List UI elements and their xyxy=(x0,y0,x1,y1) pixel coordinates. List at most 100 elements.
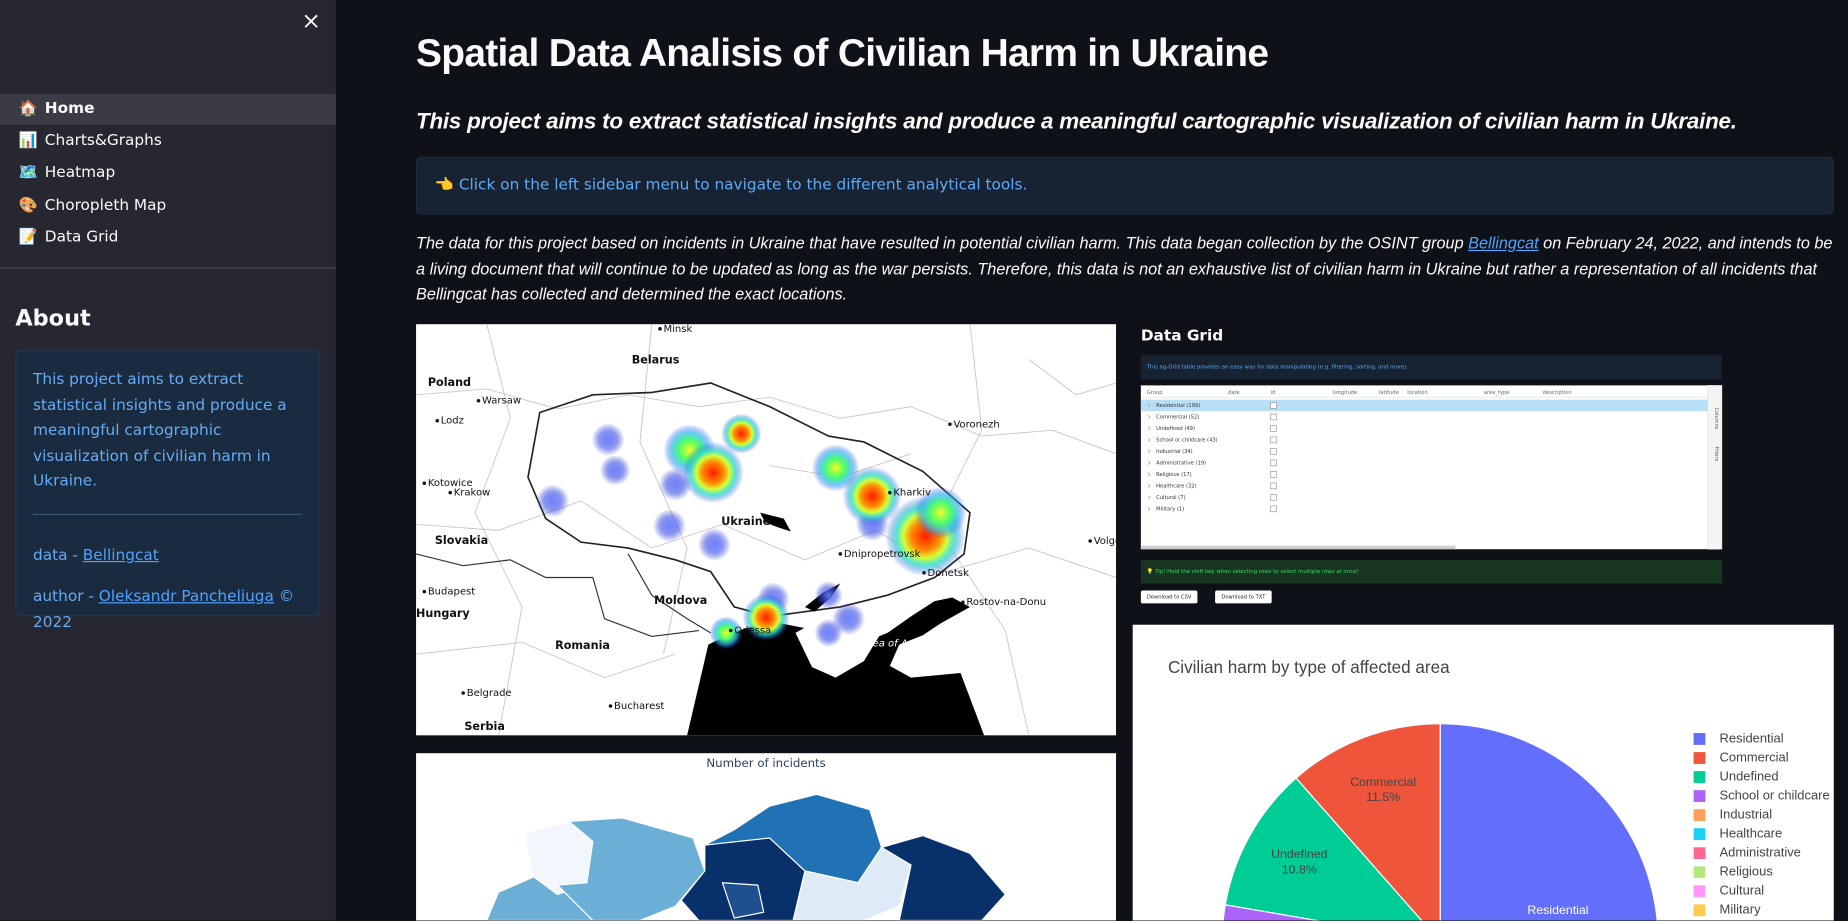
map-label: Romania xyxy=(555,639,610,652)
close-button[interactable] xyxy=(302,12,321,31)
legend-swatch xyxy=(1693,771,1706,783)
nav-label: Choropleth Map xyxy=(44,196,167,215)
heat-blob xyxy=(536,484,570,518)
legend-label: Administrative xyxy=(1720,845,1801,860)
row-chevron xyxy=(1147,495,1151,500)
side-tab: Filters xyxy=(1713,446,1719,461)
city-dot xyxy=(608,704,613,708)
row-chevron xyxy=(1147,483,1151,488)
download-button[interactable] xyxy=(1140,590,1198,604)
map-label: Rostov-na-Donu xyxy=(966,597,1046,608)
heat-blob xyxy=(591,423,625,457)
row-group: Religious (17) xyxy=(1156,472,1192,478)
legend-label: Healthcare xyxy=(1720,826,1783,841)
sidebar: 🏠 Home 📊 Charts&Graphs 🗺️ Heatmap 🎨 Choropleth … xyxy=(0,0,336,921)
pie-slice xyxy=(1295,723,1441,921)
column-header: longitude xyxy=(1333,390,1357,396)
legend-swatch xyxy=(1693,752,1706,764)
nav-label: Data Grid xyxy=(44,228,119,247)
city-dot xyxy=(922,571,926,575)
info-text: Click on the left sidebar menu to naviga… xyxy=(458,176,1028,195)
row-chevron xyxy=(1147,437,1151,442)
row-group: Administrative (19) xyxy=(1156,460,1206,466)
description: The data for this project based on incid… xyxy=(416,231,1837,307)
legend-swatch xyxy=(1693,866,1706,879)
legend-label: Undefined xyxy=(1720,768,1779,783)
data-link[interactable]: Bellingcat xyxy=(82,546,159,564)
nav-item[interactable]: 📊 Charts&Graphs xyxy=(0,126,336,157)
copyright: © 2022 xyxy=(32,588,295,632)
about-box: This project aims to extract statistical… xyxy=(15,350,320,631)
nav-item[interactable]: 🎨 Choropleth Map xyxy=(0,190,336,221)
heat-blob xyxy=(814,618,843,648)
author-link[interactable]: Oleksandr Pancheliuga xyxy=(98,588,274,606)
download-button-label: Download to CSV xyxy=(1147,594,1192,600)
map-label: Poland xyxy=(428,376,471,389)
legend-label: Residential xyxy=(1720,730,1784,745)
data-grid-tip: 💡 Tip! Hold the shift key when selecting… xyxy=(1147,568,1359,575)
city-dot xyxy=(961,600,965,605)
map-label: Warsaw xyxy=(482,396,521,407)
map-label: Volgograd xyxy=(1094,536,1116,547)
nav-label: Charts&Graphs xyxy=(44,132,162,150)
city-dot xyxy=(658,327,662,331)
heat-blob xyxy=(742,593,790,642)
row-chevron xyxy=(1147,449,1151,454)
row-chevron xyxy=(1147,460,1151,465)
map-label: Belarus xyxy=(632,354,680,367)
map-label: Belgrade xyxy=(467,688,512,699)
legend-label: Military xyxy=(1720,902,1762,917)
heat-blob xyxy=(721,413,762,454)
nav-icon: 📝 xyxy=(18,228,38,247)
map-label: Bucharest xyxy=(614,701,664,712)
map-label: Slovakia xyxy=(435,534,488,547)
legend-label: Industrial xyxy=(1720,807,1773,822)
city-dot xyxy=(448,490,452,495)
nav-item[interactable]: 🗺️ Heatmap xyxy=(0,158,336,189)
map-label: Moldova xyxy=(654,594,707,607)
city-dot xyxy=(461,691,465,695)
heatmap-image: Minsk Belarus Poland Warsaw Lodz KotowiceKrak… xyxy=(416,324,1117,736)
nav-item[interactable]: 📝 Data Grid xyxy=(0,223,336,254)
download-button-label: Download to TXT xyxy=(1221,594,1266,600)
nav-item[interactable]: 🏠 Home xyxy=(0,94,336,125)
row-checkbox xyxy=(1270,413,1277,421)
column-header: location xyxy=(1407,390,1428,396)
map-label: Lodz xyxy=(441,416,464,427)
row-checkbox xyxy=(1270,494,1277,501)
heat-blob xyxy=(697,527,731,561)
city-dot xyxy=(476,398,481,403)
legend-swatch xyxy=(1693,904,1706,917)
nav-icon: 🏠 xyxy=(18,100,38,118)
row-group: School or childcare (43) xyxy=(1156,437,1218,443)
map-label: Donetsk xyxy=(928,568,969,579)
author-prefix: author - xyxy=(32,588,99,606)
row-chevron xyxy=(1147,506,1151,511)
pie-slice xyxy=(1224,777,1423,921)
column-header: latitude xyxy=(1379,390,1399,396)
slice-value: 11.5% xyxy=(1366,790,1400,804)
city-dot xyxy=(435,418,440,423)
bellingcat-link[interactable]: Bellingcat xyxy=(1468,234,1539,253)
slice-value: 43.9% xyxy=(1540,918,1575,920)
legend-swatch xyxy=(1693,809,1706,821)
map-label: Kharkiv xyxy=(893,488,931,499)
data-grid-title: Data Grid xyxy=(1141,326,1223,344)
row-group: Commercial (52) xyxy=(1156,414,1199,420)
legend-swatch xyxy=(1693,733,1706,745)
legend-label: Religious xyxy=(1720,864,1774,879)
legend-label: Commercial xyxy=(1720,749,1789,764)
city-dot xyxy=(422,481,427,485)
divider xyxy=(32,513,302,515)
legend-label: Cultural xyxy=(1720,883,1765,898)
map-label: Serbia xyxy=(464,720,505,733)
row-chevron xyxy=(1147,426,1151,431)
selected-row xyxy=(1140,399,1708,412)
choropleth-title: Number of incidents xyxy=(706,756,825,770)
info-box: 👈 Click on the left sidebar menu to navi… xyxy=(416,156,1834,215)
download-button[interactable] xyxy=(1215,590,1272,604)
city-dot xyxy=(422,589,427,594)
pie-slice xyxy=(1439,723,1658,921)
